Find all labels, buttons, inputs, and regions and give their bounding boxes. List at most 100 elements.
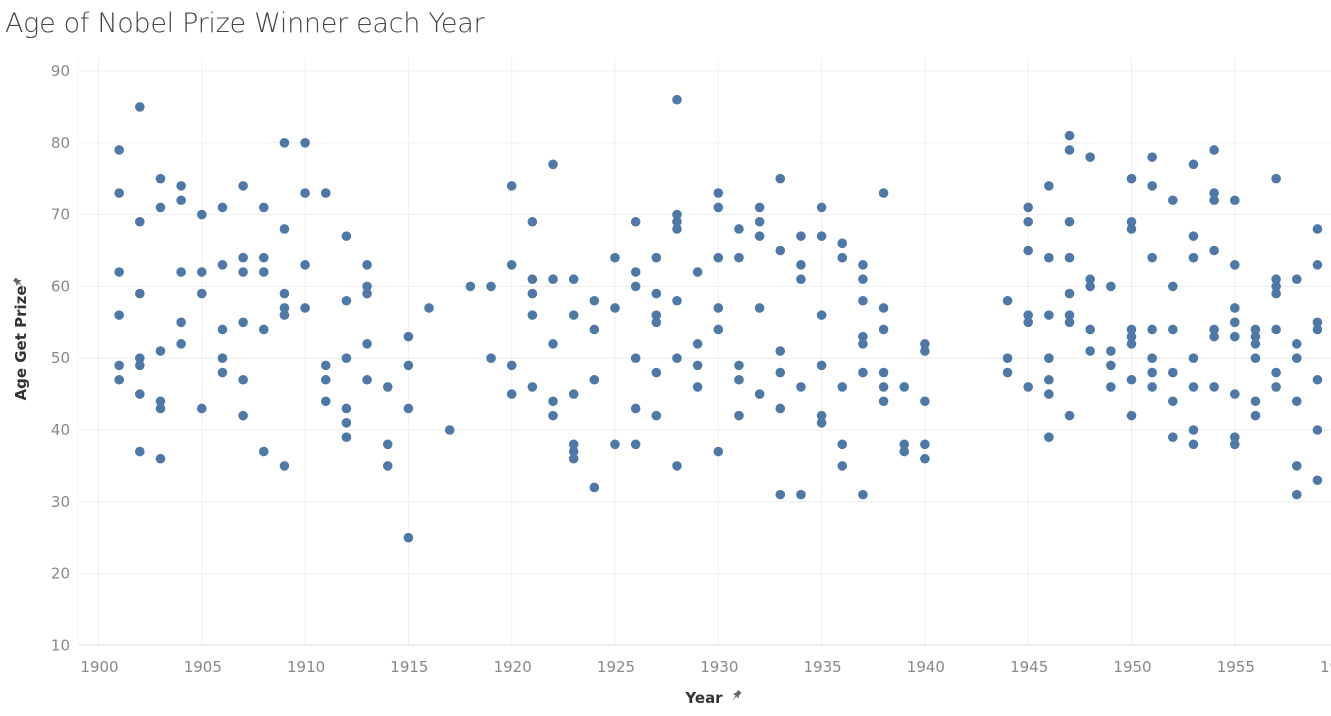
data-point[interactable] — [1209, 195, 1219, 206]
data-point[interactable] — [775, 403, 786, 414]
data-point[interactable] — [1085, 274, 1095, 285]
data-point[interactable] — [713, 202, 724, 213]
data-point[interactable] — [1250, 410, 1261, 421]
data-point[interactable] — [775, 245, 786, 256]
data-point[interactable] — [135, 389, 145, 399]
data-point[interactable] — [155, 403, 166, 414]
data-point[interactable] — [300, 138, 310, 148]
data-point[interactable] — [651, 288, 662, 299]
data-point[interactable] — [403, 331, 414, 342]
data-point[interactable] — [672, 295, 682, 306]
y-axis-pin-icon[interactable] — [12, 276, 26, 290]
data-point[interactable] — [1002, 367, 1013, 378]
data-point[interactable] — [878, 303, 889, 313]
data-point[interactable] — [548, 339, 558, 349]
data-point[interactable] — [300, 260, 310, 270]
data-point[interactable] — [1312, 224, 1323, 234]
data-point[interactable] — [341, 231, 352, 241]
data-point[interactable] — [1271, 173, 1281, 184]
data-point[interactable] — [548, 410, 558, 421]
data-point[interactable] — [1230, 317, 1240, 328]
data-point[interactable] — [217, 324, 228, 335]
data-point[interactable] — [1250, 339, 1261, 349]
data-point[interactable] — [155, 346, 166, 356]
data-point[interactable] — [734, 410, 744, 421]
data-point[interactable] — [589, 295, 600, 306]
data-point[interactable] — [1044, 310, 1054, 320]
data-point[interactable] — [672, 461, 682, 471]
data-point[interactable] — [672, 224, 682, 234]
data-point[interactable] — [1147, 353, 1157, 364]
data-point[interactable] — [713, 324, 724, 335]
data-point[interactable] — [1250, 396, 1261, 407]
data-point[interactable] — [672, 216, 682, 227]
data-point[interactable] — [920, 346, 930, 356]
data-point[interactable] — [692, 267, 703, 277]
data-point[interactable] — [506, 260, 517, 270]
data-point[interactable] — [775, 489, 786, 500]
data-point[interactable] — [527, 288, 538, 299]
data-point[interactable] — [734, 224, 744, 234]
data-point[interactable] — [486, 353, 496, 364]
data-point[interactable] — [630, 439, 641, 450]
data-point[interactable] — [692, 382, 703, 392]
data-point[interactable] — [651, 317, 662, 328]
data-point[interactable] — [713, 188, 724, 198]
data-point[interactable] — [1023, 202, 1033, 213]
data-point[interactable] — [341, 403, 352, 414]
data-point[interactable] — [1106, 360, 1116, 371]
data-point[interactable] — [217, 202, 228, 213]
data-point[interactable] — [1230, 195, 1240, 206]
data-point[interactable] — [1312, 374, 1323, 385]
data-point[interactable] — [713, 252, 724, 263]
data-point[interactable] — [589, 324, 600, 335]
data-point[interactable] — [238, 374, 248, 385]
data-point[interactable] — [1188, 382, 1199, 392]
data-point[interactable] — [1291, 339, 1302, 349]
data-point[interactable] — [630, 267, 641, 277]
data-point[interactable] — [1188, 252, 1199, 263]
data-point[interactable] — [1250, 331, 1261, 342]
data-point[interactable] — [403, 532, 414, 543]
data-point[interactable] — [258, 446, 269, 457]
data-point[interactable] — [920, 439, 930, 450]
data-point[interactable] — [1085, 346, 1095, 356]
data-point[interactable] — [1126, 410, 1137, 421]
data-point[interactable] — [1230, 331, 1240, 342]
data-point[interactable] — [135, 216, 145, 227]
data-point[interactable] — [858, 260, 868, 270]
data-point[interactable] — [1291, 396, 1302, 407]
data-point[interactable] — [1064, 216, 1075, 227]
data-point[interactable] — [1023, 382, 1033, 392]
data-point[interactable] — [1312, 475, 1323, 486]
data-point[interactable] — [548, 274, 558, 285]
data-point[interactable] — [1147, 152, 1157, 162]
data-point[interactable] — [238, 317, 248, 328]
data-point[interactable] — [238, 252, 248, 263]
data-point[interactable] — [1271, 274, 1281, 285]
data-point[interactable] — [362, 339, 372, 349]
data-point[interactable] — [858, 339, 868, 349]
data-point[interactable] — [1312, 260, 1323, 270]
data-point[interactable] — [878, 188, 889, 198]
data-point[interactable] — [858, 295, 868, 306]
data-point[interactable] — [362, 374, 372, 385]
data-point[interactable] — [1064, 410, 1075, 421]
data-point[interactable] — [197, 288, 207, 299]
data-point[interactable] — [258, 202, 269, 213]
data-point[interactable] — [754, 389, 765, 399]
data-point[interactable] — [1126, 374, 1137, 385]
data-point[interactable] — [527, 310, 538, 320]
data-point[interactable] — [135, 446, 145, 457]
data-point[interactable] — [382, 439, 393, 450]
data-point[interactable] — [816, 202, 827, 213]
data-point[interactable] — [858, 489, 868, 500]
data-point[interactable] — [568, 389, 579, 399]
data-point[interactable] — [837, 461, 848, 471]
data-point[interactable] — [1312, 425, 1323, 435]
data-point[interactable] — [734, 252, 744, 263]
data-point[interactable] — [1044, 252, 1054, 263]
data-point[interactable] — [155, 202, 166, 213]
data-point[interactable] — [320, 188, 331, 198]
data-point[interactable] — [1023, 317, 1033, 328]
